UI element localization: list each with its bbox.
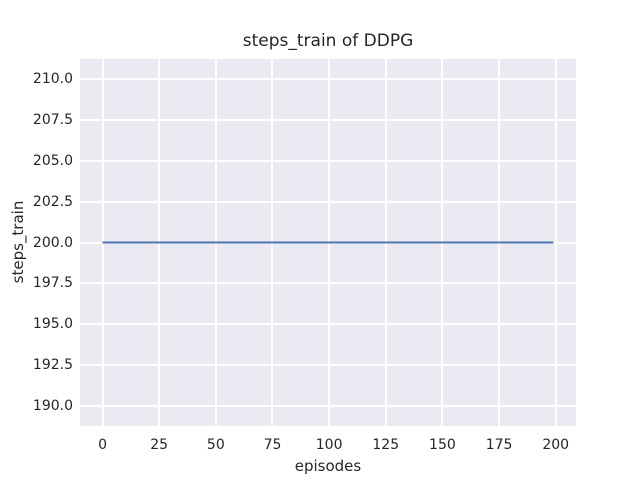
y-tick-label: 207.5	[32, 112, 73, 129]
y-tick-label: 190.0	[32, 397, 73, 414]
y-gridline	[80, 323, 576, 326]
x-tick-label: 175	[485, 437, 513, 453]
y-axis-label: steps_train	[9, 200, 27, 284]
x-tick-label: 75	[263, 437, 282, 453]
y-gridline	[80, 404, 576, 407]
y-tick-label: 192.5	[32, 356, 73, 373]
y-gridline	[80, 159, 576, 162]
y-tick-label: 197.5	[32, 275, 73, 292]
plot-area	[80, 59, 576, 426]
x-tick-label: 100	[315, 437, 343, 453]
y-gridline	[80, 200, 576, 203]
y-gridline	[80, 282, 576, 285]
y-tick-label: 210.0	[32, 71, 73, 88]
y-gridline	[80, 363, 576, 366]
chart-title: steps_train of DDPG	[242, 31, 414, 51]
y-gridline	[80, 119, 576, 122]
y-tick-label: 202.5	[32, 193, 73, 210]
y-tick-label: 200.0	[32, 234, 73, 251]
x-tick-label: 0	[98, 437, 107, 453]
y-tick-label: 205.0	[32, 152, 73, 169]
x-tick-label: 150	[429, 437, 456, 453]
y-tick-label: 195.0	[32, 316, 73, 333]
x-tick-label: 125	[372, 437, 400, 453]
y-gridline	[80, 78, 576, 81]
x-tick-label: 50	[206, 437, 225, 453]
data-series-layer	[102, 241, 554, 244]
x-tick-label: 25	[150, 437, 169, 453]
x-tick-label: 200	[542, 437, 570, 453]
x-axis-label: episodes	[294, 457, 362, 475]
